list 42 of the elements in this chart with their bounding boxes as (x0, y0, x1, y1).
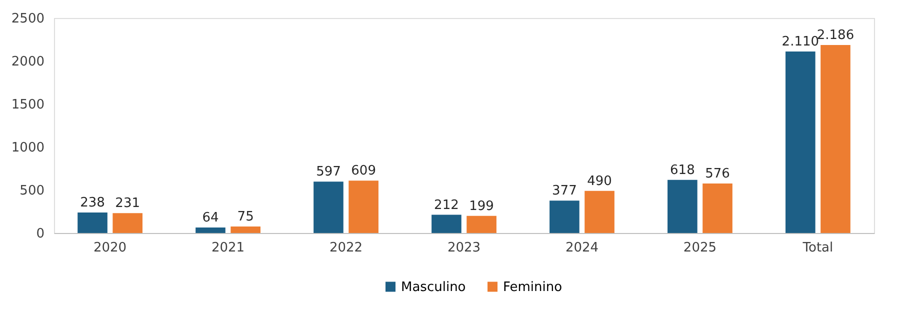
y-tick-label: 2500 (11, 12, 44, 26)
x-tick-label: 2021 (211, 240, 245, 256)
data-label: 75 (237, 210, 254, 225)
bar (348, 180, 378, 233)
data-label: 609 (351, 164, 376, 179)
bar (820, 45, 850, 233)
bar (432, 214, 462, 233)
data-label: 490 (587, 174, 612, 189)
bar (230, 226, 260, 233)
data-label: 238 (80, 196, 105, 211)
bar (196, 227, 226, 233)
data-label: 212 (434, 198, 459, 213)
bar (112, 213, 142, 233)
data-label: 618 (670, 162, 695, 178)
y-tick-label: 1000 (11, 140, 44, 156)
y-tick-label: 2000 (11, 54, 44, 70)
bar (668, 180, 698, 233)
legend-label: Feminino (503, 280, 562, 295)
y-tick-label: 0 (36, 226, 44, 242)
bar (786, 52, 816, 233)
y-tick-label: 500 (20, 184, 44, 198)
data-label: 576 (705, 166, 730, 182)
data-label: 377 (552, 184, 577, 199)
data-label: 597 (316, 164, 341, 180)
data-label: 2.110 (782, 34, 820, 50)
x-tick-label: Total (802, 240, 834, 256)
x-tick-label: 2025 (683, 240, 717, 256)
x-tick-label: 2020 (93, 240, 127, 256)
x-tick-label: 2022 (329, 240, 363, 256)
bar (550, 200, 580, 233)
bar (584, 190, 614, 233)
y-tick-label: 1500 (11, 98, 44, 112)
bar (78, 212, 108, 233)
data-label: 231 (115, 196, 140, 212)
legend-label: Masculino (401, 280, 466, 295)
bar (314, 182, 344, 233)
data-label: 199 (469, 198, 494, 214)
x-tick-label: 2024 (565, 240, 599, 256)
x-tick-label: 2023 (447, 240, 481, 256)
bar (702, 183, 732, 233)
bar (466, 216, 496, 233)
data-label: 64 (202, 210, 219, 226)
